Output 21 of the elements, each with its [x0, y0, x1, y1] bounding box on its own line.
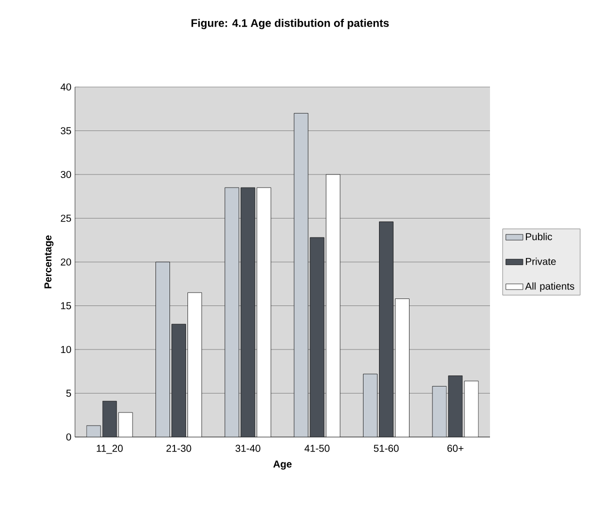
x-tick-label: 31-40	[236, 444, 260, 452]
legend-label: Private	[526, 258, 556, 265]
y-axis-title: Percentage	[44, 235, 54, 288]
x-tick-label: 41-50	[304, 444, 330, 452]
y-tick-label: 35	[60, 127, 72, 134]
y-tick-label: 15	[61, 302, 72, 310]
x-tick-label: 21-30	[166, 444, 192, 452]
legend-label: All patients	[525, 282, 574, 292]
y-tick-label: 20	[60, 258, 72, 266]
y-tick-label: 0	[66, 433, 72, 441]
y-tick-label: 10	[61, 346, 72, 354]
x-tick-label: 51-60	[374, 444, 399, 452]
x-tick-label: 60+	[447, 444, 464, 452]
y-tick-label: 40	[60, 83, 72, 91]
chart-title: Figure: 4.1 Age distibution of patients	[192, 18, 389, 30]
y-tick-label: 5	[66, 390, 72, 397]
y-tick-label: 30	[60, 170, 72, 178]
y-tick-label: 25	[60, 214, 72, 222]
legend-label: Public	[526, 232, 552, 240]
x-axis-title: Age	[273, 460, 292, 470]
x-tick-label: 11_20	[96, 444, 123, 454]
